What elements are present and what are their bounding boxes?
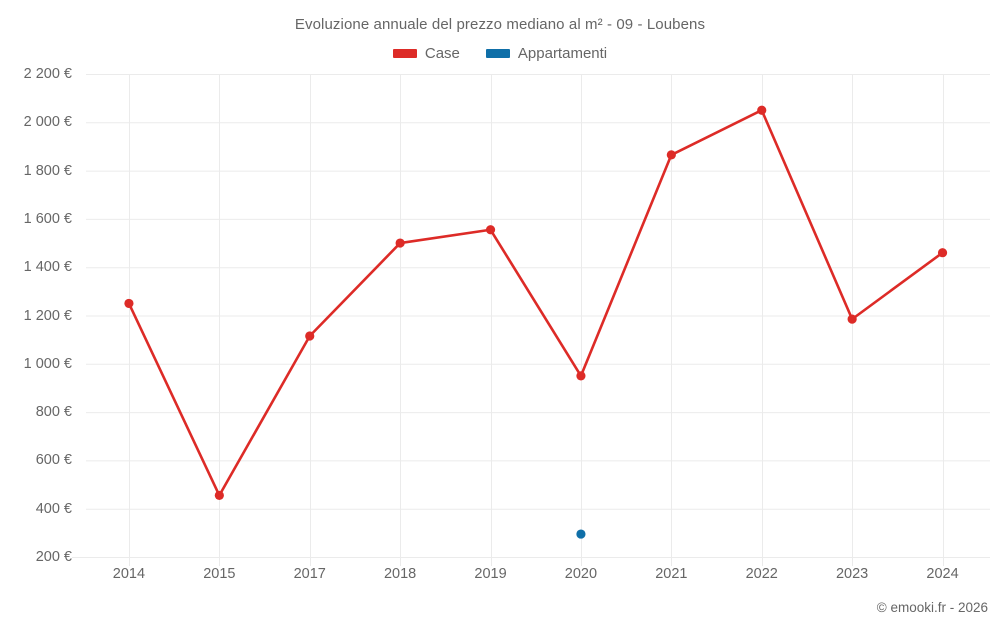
y-axis-tick-label: 1 600 € bbox=[23, 210, 72, 227]
data-point[interactable] bbox=[757, 105, 767, 115]
y-axis-tick-label: 2 000 € bbox=[23, 114, 72, 131]
data-point[interactable] bbox=[395, 238, 405, 248]
y-axis-tick-label: 2 200 € bbox=[23, 66, 72, 82]
data-point[interactable] bbox=[576, 529, 586, 539]
data-point[interactable] bbox=[847, 314, 857, 324]
legend-item-case[interactable]: Case bbox=[392, 45, 460, 62]
x-axis-tick-label: 2021 bbox=[655, 566, 688, 582]
x-axis-tick-label: 2017 bbox=[293, 566, 326, 582]
y-axis-tick-label: 200 € bbox=[35, 549, 72, 565]
legend-swatch-icon bbox=[485, 49, 510, 58]
series-line-case bbox=[127, 108, 944, 497]
y-axis-tick-label: 400 € bbox=[35, 500, 72, 517]
data-point[interactable] bbox=[485, 225, 496, 235]
x-axis-tick-label: 2014 bbox=[112, 566, 146, 582]
chart-plot-svg bbox=[72, 74, 990, 566]
data-point[interactable] bbox=[576, 371, 586, 381]
x-axis-tick-label: 2015 bbox=[203, 566, 236, 582]
plot-area bbox=[72, 74, 990, 566]
y-axis-tick-label: 1 000 € bbox=[23, 355, 72, 372]
x-axis-tick-label: 2019 bbox=[474, 566, 507, 582]
chart-title: Evoluzione annuale del prezzo mediano al… bbox=[294, 16, 706, 33]
chart-legend: Case Appartamenti bbox=[0, 45, 1000, 62]
legend-item-appartamenti[interactable]: Appartamenti bbox=[485, 45, 608, 62]
y-axis-tick-label: 800 € bbox=[35, 404, 72, 421]
x-axis-tick-label: 2020 bbox=[564, 566, 598, 582]
x-axis-tick-label: 2023 bbox=[835, 566, 869, 582]
legend-swatch-icon bbox=[392, 49, 417, 58]
legend-item-label: Appartamenti bbox=[517, 45, 608, 62]
y-axis-tick-label: 1 800 € bbox=[23, 162, 72, 179]
data-point[interactable] bbox=[937, 248, 948, 258]
x-axis-tick-label: 2018 bbox=[383, 566, 417, 582]
legend-item-label: Case bbox=[424, 45, 460, 62]
y-axis-tick-label: 600 € bbox=[35, 452, 72, 469]
data-point[interactable] bbox=[305, 331, 315, 341]
data-point[interactable] bbox=[124, 298, 134, 309]
data-point[interactable] bbox=[666, 150, 676, 160]
x-axis-tick-label: 2024 bbox=[926, 566, 959, 582]
data-point[interactable] bbox=[214, 490, 224, 501]
footer-credit: © emooki.fr - 2026 bbox=[876, 600, 988, 615]
y-axis-tick-label: 1 400 € bbox=[23, 259, 72, 276]
y-axis-tick-label: 1 200 € bbox=[23, 307, 72, 324]
x-axis-tick-label: 2022 bbox=[745, 566, 778, 582]
